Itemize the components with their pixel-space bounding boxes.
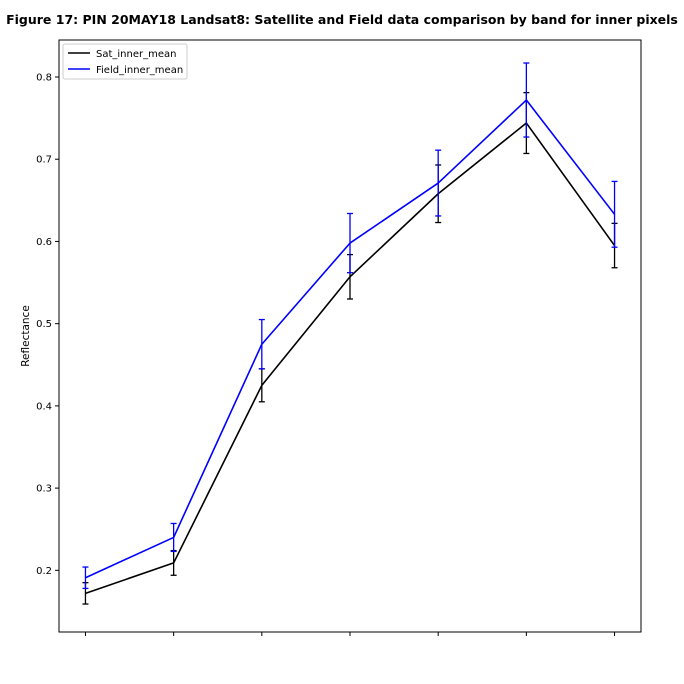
y-tick-label: 0.5 (36, 319, 52, 330)
y-tick-label: 0.3 (36, 484, 52, 495)
legend-label-sat: Sat_inner_mean (96, 49, 176, 60)
legend: Sat_inner_mean Field_inner_mean (62, 43, 188, 80)
series-line (85, 99, 616, 579)
series-sat (82, 91, 618, 605)
y-tick-label: 0.2 (36, 566, 52, 577)
chart-title: Figure 17: PIN 20MAY18 Landsat8: Satelli… (6, 12, 678, 27)
y-tick-label: 0.4 (36, 401, 52, 412)
y-tick-label: 0.6 (36, 237, 52, 248)
ticks-layer: 0.2 0.3 0.4 0.5 0.6 0.7 0.8 (36, 73, 616, 636)
axes-frame (58, 39, 642, 633)
y-tick-label: 0.7 (36, 155, 52, 166)
series-layer (82, 62, 618, 605)
series-line (85, 122, 616, 595)
legend-label-field: Field_inner_mean (96, 65, 183, 76)
series-field (82, 62, 618, 590)
legend-box (62, 43, 188, 80)
y-axis-label: Reflectance (20, 305, 32, 367)
y-tick-label: 0.8 (36, 73, 52, 84)
